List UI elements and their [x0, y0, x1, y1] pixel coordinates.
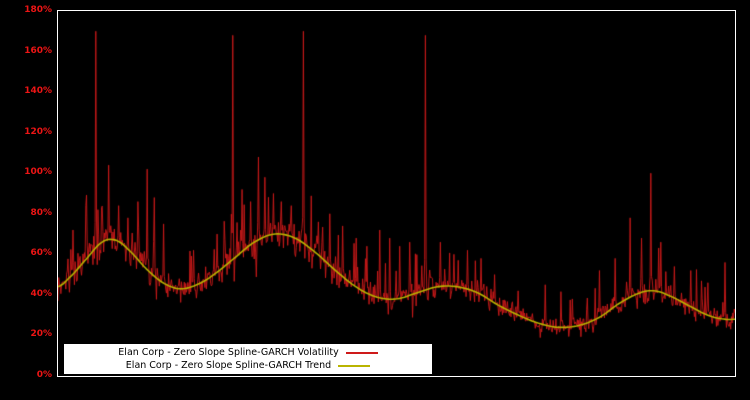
- chart-canvas: [58, 11, 735, 376]
- legend-line-sample-trend: [338, 364, 371, 367]
- y-axis: 180% 160% 140% 120% 100% 80% 60% 40% 20% 0%: [0, 0, 56, 400]
- legend-item-volatility: Elan Corp - Zero Slope Spline-GARCH Vola…: [64, 346, 432, 359]
- legend-label-trend: Elan Corp - Zero Slope Spline-GARCH Tren…: [125, 360, 332, 371]
- y-tick-label: 0%: [36, 370, 52, 380]
- legend-label-volatility: Elan Corp - Zero Slope Spline-GARCH Vola…: [118, 347, 339, 358]
- y-tick-label: 100%: [24, 167, 52, 178]
- y-tick-label: 20%: [30, 329, 52, 340]
- y-tick-label: 60%: [30, 248, 52, 259]
- plot-area: [57, 10, 736, 377]
- y-tick-label: 40%: [30, 288, 52, 299]
- legend-line-sample-volatility: [345, 351, 378, 354]
- y-tick-label: 180%: [24, 5, 52, 15]
- y-tick-label: 80%: [30, 207, 52, 218]
- y-tick-label: 120%: [24, 126, 52, 137]
- legend: Elan Corp - Zero Slope Spline-GARCH Vola…: [64, 344, 432, 374]
- legend-item-trend: Elan Corp - Zero Slope Spline-GARCH Tren…: [64, 359, 432, 372]
- y-tick-label: 160%: [24, 45, 52, 56]
- y-tick-label: 140%: [24, 86, 52, 97]
